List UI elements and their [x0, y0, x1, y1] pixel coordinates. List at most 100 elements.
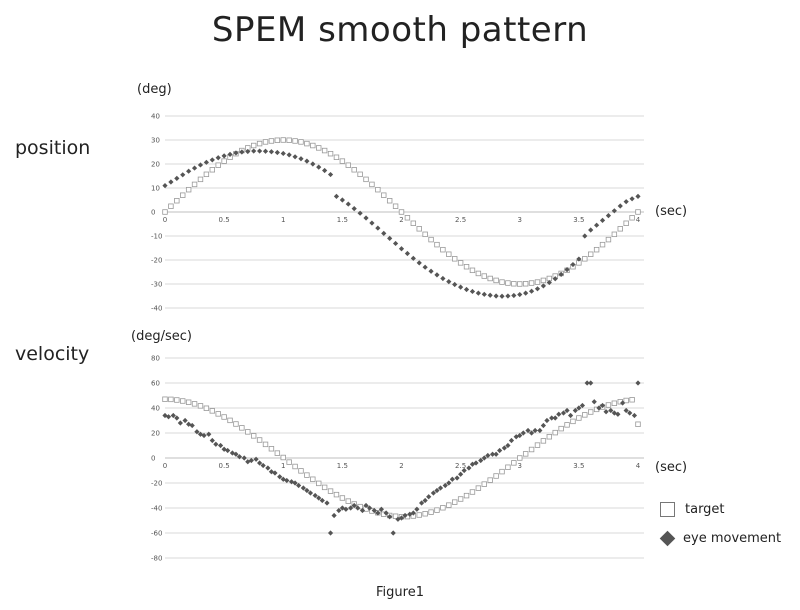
target-point: [404, 215, 411, 221]
target-point: [522, 281, 529, 287]
eye-movement-point: [532, 427, 538, 434]
target-point: [180, 398, 186, 404]
x-tick-label: 3.5: [573, 462, 584, 470]
target-point: [274, 450, 281, 456]
eye-movement-point: [180, 172, 186, 178]
eye-movement-point: [599, 402, 606, 409]
eye-movement-point: [245, 148, 251, 155]
target-point: [310, 142, 316, 149]
eye-movement-point: [501, 445, 507, 451]
target-point: [522, 451, 529, 457]
target-point: [428, 236, 434, 243]
figure-caption: Figure1: [376, 585, 424, 600]
eye-movement-point: [322, 167, 328, 174]
y-tick-label: 10: [151, 185, 160, 193]
target-point: [446, 251, 452, 257]
eye-movement-point: [430, 490, 437, 496]
target-point: [392, 513, 399, 519]
eye-movement-point: [422, 497, 428, 504]
eye-movement-point: [517, 432, 523, 439]
target-point: [511, 281, 517, 287]
target-point: [422, 511, 428, 517]
eye-movement-point: [523, 290, 529, 296]
target-point: [505, 280, 511, 286]
eye-movement-point: [485, 452, 491, 459]
target-point: [469, 267, 476, 274]
target-point: [168, 203, 174, 209]
eye-movement-point: [493, 451, 499, 457]
eye-movement-point: [168, 179, 174, 185]
eye-movement-point: [398, 246, 405, 252]
target-point: [250, 142, 257, 149]
target-point: [245, 429, 251, 435]
eye-movement-point: [572, 407, 578, 414]
target-point: [321, 484, 328, 491]
target-point: [434, 507, 440, 513]
eye-movement-point: [233, 451, 239, 457]
eye-movement-point: [236, 454, 243, 460]
eye-movement-point: [588, 227, 594, 233]
target-point: [469, 489, 476, 495]
target-point: [605, 402, 612, 408]
eye-movement-point: [505, 442, 511, 449]
y-tick-label: 80: [151, 355, 160, 363]
eye-movement-point: [584, 380, 590, 386]
eye-movement-point: [387, 235, 393, 241]
target-point: [262, 139, 269, 145]
y-tick-label: 0: [151, 209, 155, 217]
eye-movement-point: [241, 455, 247, 461]
target-point: [327, 150, 334, 157]
eye-movement-point: [331, 512, 337, 519]
target-point: [576, 415, 582, 421]
y-tick-label: -80: [151, 555, 162, 563]
target-point: [440, 505, 446, 511]
eye-movement-point: [549, 415, 555, 421]
eye-movement-point: [560, 410, 567, 416]
target-point: [588, 251, 594, 257]
eye-movement-point: [540, 283, 546, 289]
target-point: [239, 425, 245, 431]
target-point: [629, 397, 635, 403]
eye-movement-point: [611, 208, 617, 214]
eye-movement-point: [298, 156, 304, 162]
eye-movement-point: [170, 412, 176, 419]
target-point: [457, 260, 464, 266]
eye-movement-point: [446, 279, 452, 285]
eye-movement-point: [359, 507, 366, 514]
target-point: [416, 226, 422, 232]
x-tick-label: 0.5: [219, 216, 230, 224]
eye-movement-point: [292, 154, 298, 160]
target-point: [197, 403, 204, 409]
eye-movement-point: [221, 153, 227, 159]
target-point: [463, 264, 470, 270]
panel-label-position: position: [15, 137, 91, 159]
eye-movement-point: [316, 495, 322, 501]
target-point: [487, 275, 493, 282]
target-point: [298, 468, 304, 474]
target-point: [333, 491, 340, 498]
eye-movement-point: [528, 430, 535, 436]
eye-movement-point: [588, 380, 594, 386]
target-point: [221, 414, 227, 420]
target-point: [499, 279, 505, 285]
target-point: [262, 441, 269, 448]
eye-movement-point: [499, 293, 505, 299]
eye-movement-point: [564, 407, 570, 414]
eye-movement-point: [392, 240, 399, 247]
target-point: [499, 468, 505, 475]
eye-movement-point: [274, 149, 280, 156]
target-point: [268, 138, 275, 144]
target-point: [203, 405, 210, 411]
eye-movement-point: [635, 193, 641, 199]
eye-movement-point: [280, 150, 286, 157]
eye-movement-point: [345, 201, 351, 207]
eye-movement-point: [387, 514, 393, 520]
target-point: [185, 399, 192, 405]
eye-movement-point: [434, 272, 440, 278]
eye-movement-point: [617, 203, 623, 209]
eye-movement-point: [257, 460, 263, 466]
target-point: [428, 509, 434, 515]
target-point: [540, 277, 547, 284]
